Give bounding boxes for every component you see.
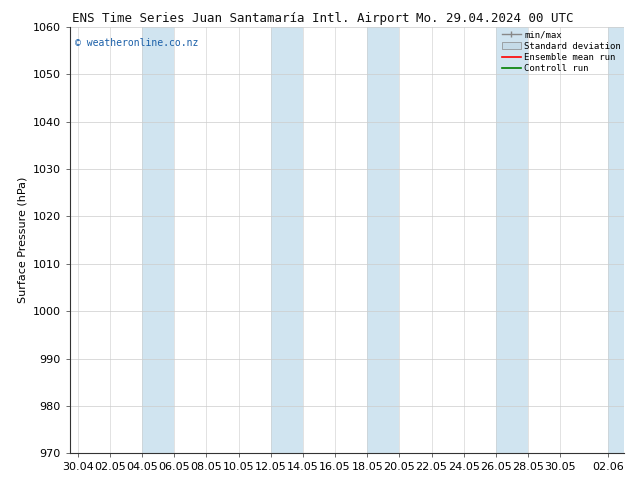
- Bar: [496, 27, 528, 453]
- Bar: [609, 27, 633, 453]
- Y-axis label: Surface Pressure (hPa): Surface Pressure (hPa): [17, 177, 27, 303]
- Text: Mo. 29.04.2024 00 UTC: Mo. 29.04.2024 00 UTC: [416, 12, 573, 25]
- Text: © weatheronline.co.nz: © weatheronline.co.nz: [75, 38, 198, 48]
- Bar: [367, 27, 399, 453]
- Text: ENS Time Series Juan Santamaría Intl. Airport: ENS Time Series Juan Santamaría Intl. Ai…: [72, 12, 410, 25]
- Legend: min/max, Standard deviation, Ensemble mean run, Controll run: min/max, Standard deviation, Ensemble me…: [500, 28, 624, 76]
- Bar: [271, 27, 303, 453]
- Bar: [142, 27, 174, 453]
